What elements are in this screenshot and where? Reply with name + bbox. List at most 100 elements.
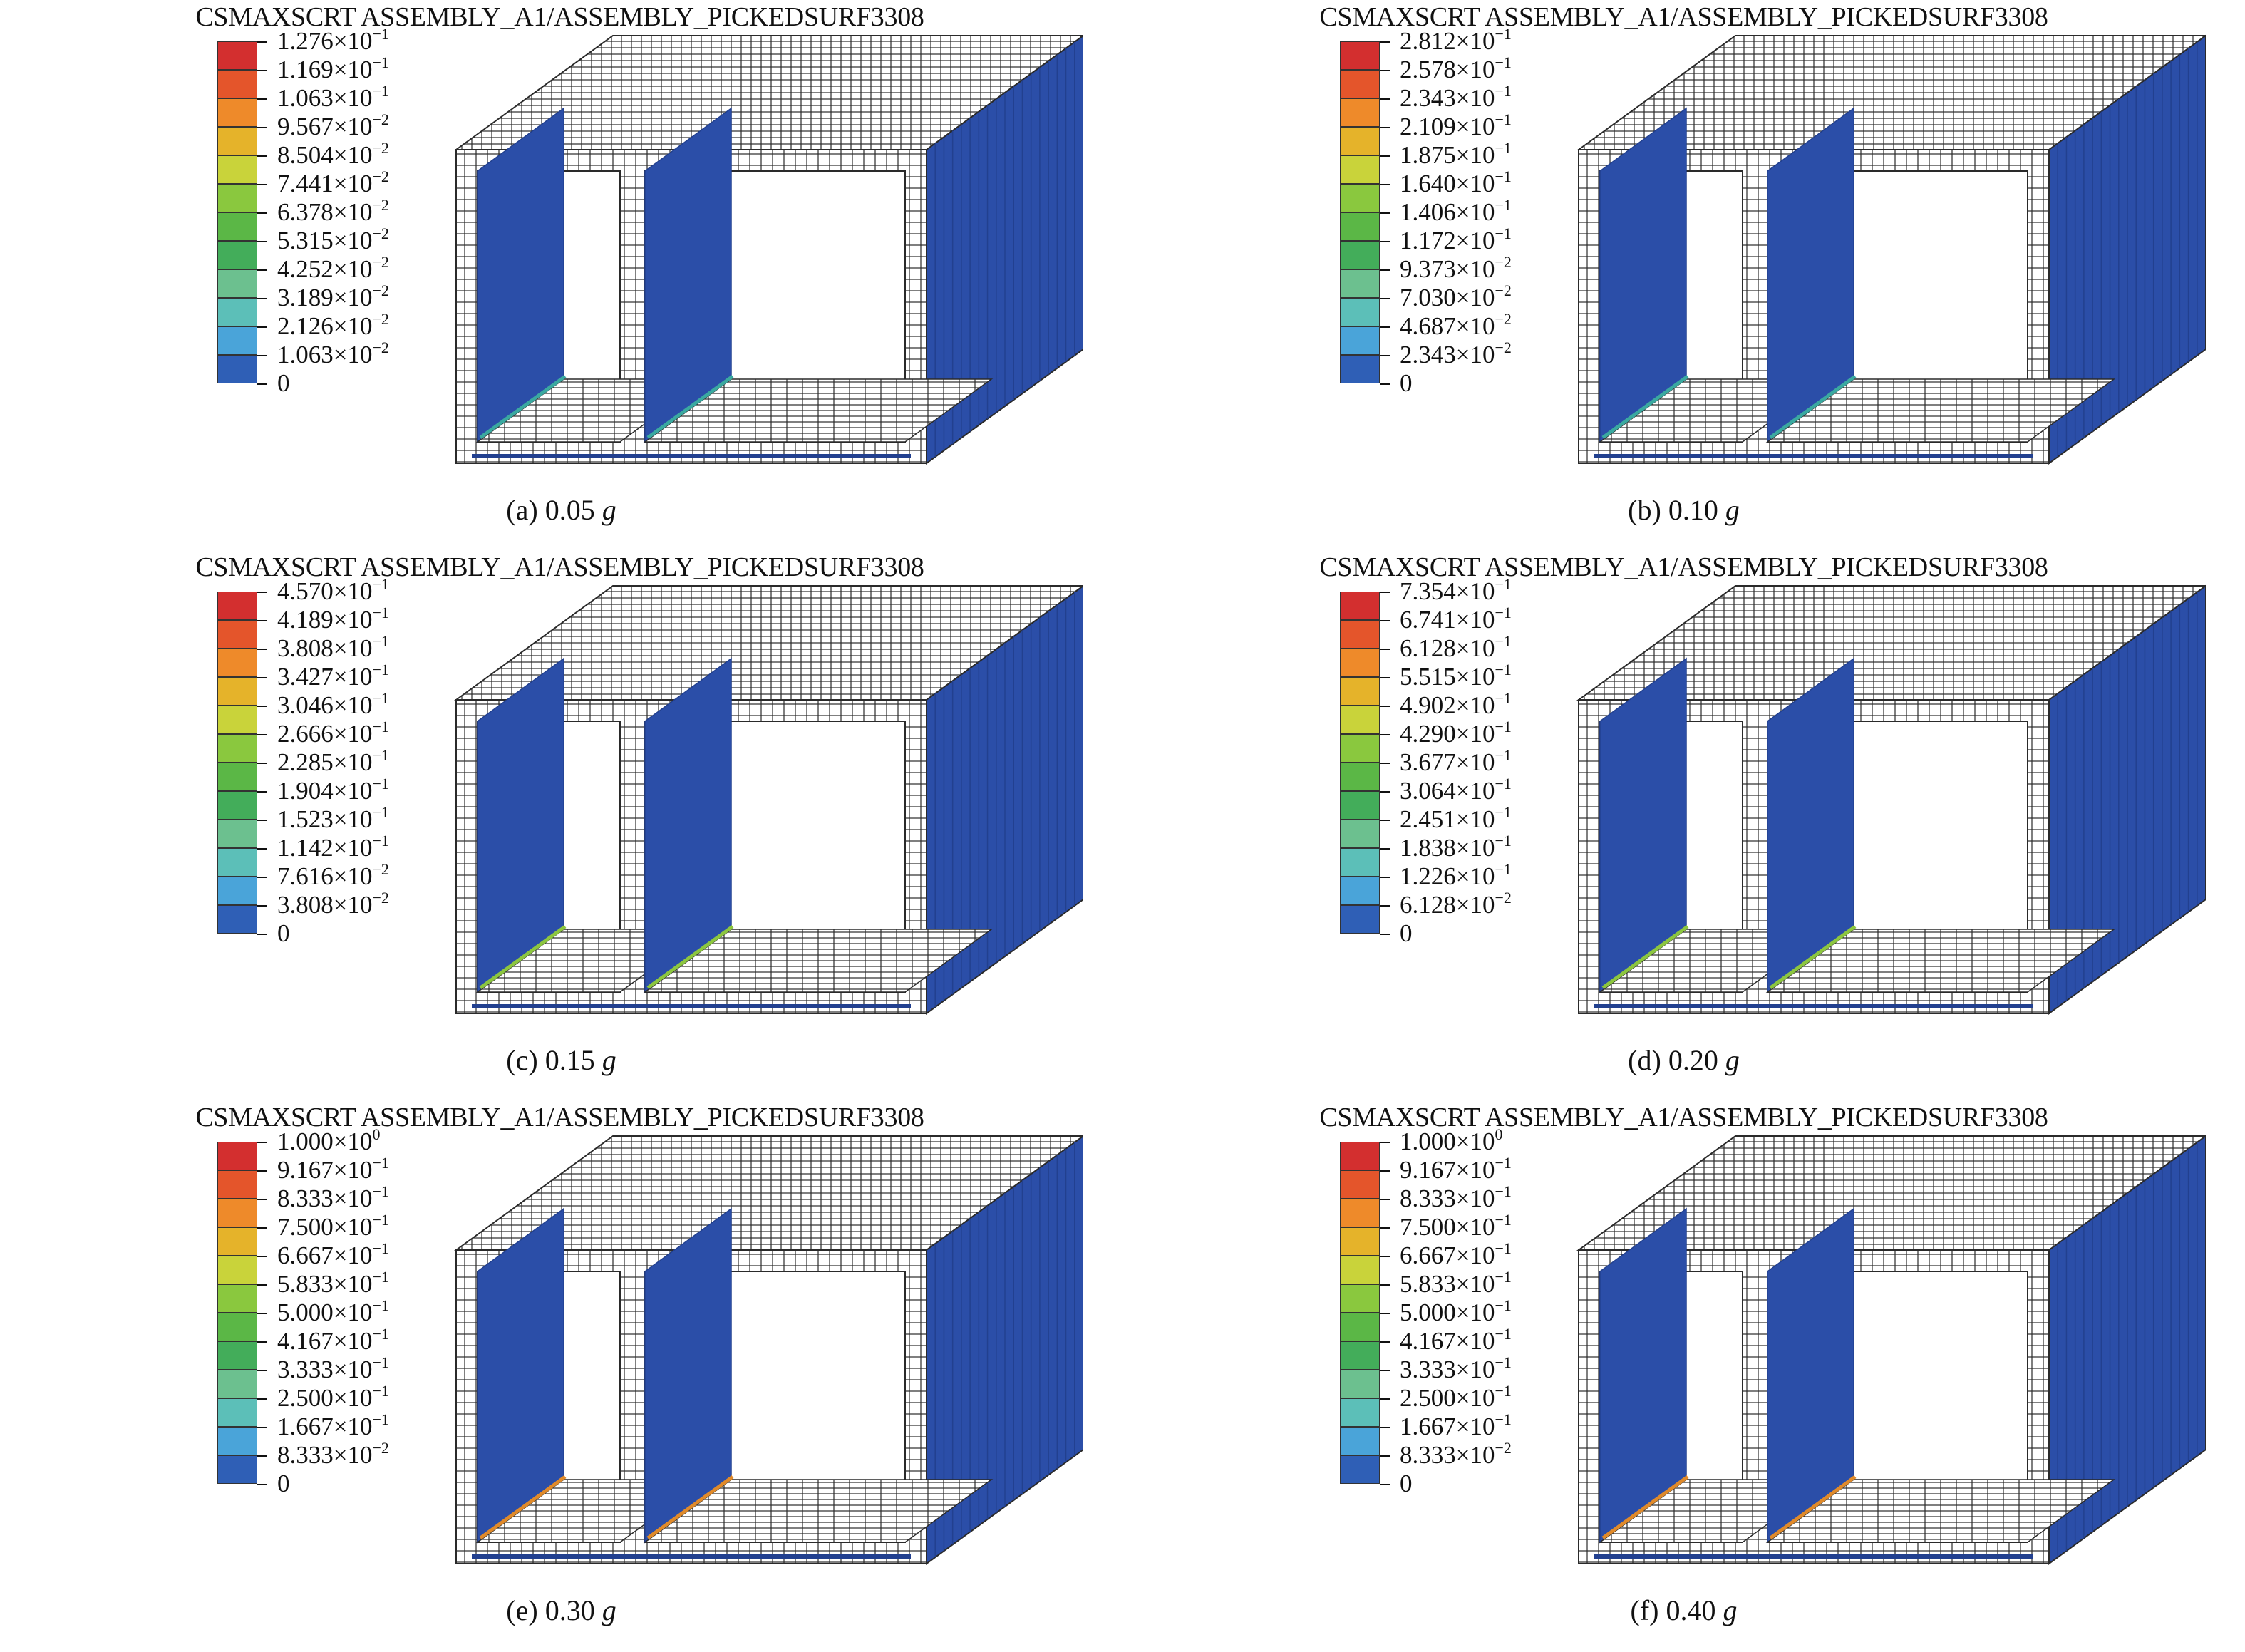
- legend-tick: [1380, 269, 1390, 271]
- legend-tick: [1380, 934, 1390, 935]
- legend-swatch: [217, 269, 257, 298]
- legend-label-exponent: −1: [1495, 1182, 1512, 1200]
- caption-prefix: (f) 0.40: [1630, 1594, 1716, 1626]
- legend-label-mantissa: 7.616×10: [277, 862, 373, 890]
- legend-tick: [1380, 763, 1390, 764]
- legend-tick: [257, 1398, 267, 1400]
- legend-swatch: [1340, 592, 1380, 620]
- caption-unit: g: [602, 494, 616, 526]
- legend-label-mantissa: 6.128×10: [1400, 891, 1495, 919]
- legend-label: 4.687×10−2: [1400, 311, 1512, 339]
- legend-swatch: [217, 791, 257, 820]
- right-crack-band: [1769, 924, 1857, 990]
- legend-swatch: [1340, 649, 1380, 677]
- left-crack-band: [479, 1475, 567, 1540]
- legend-label: 1.172×10−1: [1400, 226, 1512, 254]
- legend-swatch: [217, 212, 257, 241]
- legend-label-mantissa: 2.812×10: [1400, 27, 1495, 55]
- legend-label-exponent: −1: [372, 661, 389, 678]
- legend-label-mantissa: 9.167×10: [277, 1156, 373, 1184]
- legend-label-exponent: −2: [1495, 282, 1512, 299]
- legend-label-exponent: −1: [372, 832, 389, 850]
- legend-swatch: [1340, 1256, 1380, 1284]
- legend-swatch: [1340, 677, 1380, 706]
- legend-swatch: [217, 763, 257, 791]
- legend-tick: [257, 820, 267, 821]
- legend-label: 0: [277, 1471, 290, 1497]
- legend-tick: [1380, 649, 1390, 650]
- legend-label-exponent: −2: [1495, 1439, 1512, 1457]
- legend-label: 1.904×10−1: [277, 776, 389, 805]
- legend-label-mantissa: 4.167×10: [277, 1327, 373, 1355]
- legend-swatch: [1340, 706, 1380, 734]
- legend-swatch: [217, 70, 257, 98]
- legend-tick: [257, 734, 267, 735]
- legend-label-exponent: −1: [372, 1353, 389, 1371]
- panel-b: CSMAXSCRT ASSEMBLY_A1/ASSEMBLY_PICKEDSUR…: [1122, 0, 2245, 550]
- legend-label-exponent: −1: [1495, 803, 1512, 821]
- legend-label: 5.315×10−2: [277, 226, 389, 254]
- legend-label-mantissa: 6.741×10: [1400, 606, 1495, 634]
- legend-swatch: [1340, 820, 1380, 848]
- legend-tick: [1380, 877, 1390, 878]
- legend-label-exponent: −1: [1495, 1239, 1512, 1257]
- legend-swatch: [217, 1398, 257, 1427]
- legend-tick: [257, 848, 267, 850]
- legend-label-mantissa: 1.226×10: [1400, 862, 1495, 890]
- legend-tick: [257, 355, 267, 356]
- legend-swatch: [1340, 763, 1380, 791]
- legend-label-exponent: −1: [372, 746, 389, 764]
- legend-label-exponent: −1: [1495, 832, 1512, 850]
- legend-label: 5.000×10−1: [1400, 1298, 1512, 1326]
- legend-label: 3.333×10−1: [277, 1355, 389, 1383]
- legend-label-mantissa: 4.902×10: [1400, 691, 1495, 719]
- legend-tick: [1380, 1256, 1390, 1257]
- legend-label-exponent: −1: [1495, 860, 1512, 878]
- legend-label-exponent: −1: [372, 632, 389, 650]
- legend-label: 3.333×10−1: [1400, 1355, 1512, 1383]
- legend-label-exponent: −1: [372, 1410, 389, 1428]
- legend-label-mantissa: 6.667×10: [277, 1241, 373, 1269]
- legend-swatch: [217, 620, 257, 649]
- legend-swatch: [217, 155, 257, 184]
- legend-label-mantissa: 7.354×10: [1400, 577, 1495, 605]
- legend-tick: [257, 326, 267, 328]
- legend-label: 0: [1400, 921, 1413, 946]
- caption-prefix: (e) 0.30: [506, 1594, 595, 1626]
- legend-swatch: [217, 1313, 257, 1341]
- legend-label: 9.567×10−2: [277, 112, 389, 140]
- legend-swatch: [1340, 791, 1380, 820]
- legend-label: 1.523×10−1: [277, 805, 389, 832]
- tunnel-model: [1576, 584, 2206, 1015]
- legend-label: 1.169×10−1: [277, 55, 389, 83]
- legend-label-mantissa: 2.109×10: [1400, 113, 1495, 140]
- legend-tick: [257, 383, 267, 385]
- legend-label-exponent: −2: [372, 139, 389, 157]
- legend-label: 2.812×10−1: [1400, 26, 1512, 55]
- caption-unit: g: [602, 1044, 616, 1076]
- legend-label: 1.063×10−1: [277, 83, 389, 111]
- legend-swatch: [1340, 298, 1380, 326]
- legend-label-mantissa: 3.046×10: [277, 691, 373, 719]
- legend-tick: [1380, 1313, 1390, 1314]
- tunnel-model: [453, 1135, 1083, 1565]
- legend-swatch: [1340, 155, 1380, 184]
- legend-label-mantissa: 5.833×10: [1400, 1270, 1495, 1298]
- legend-label: 1.063×10−2: [277, 340, 389, 368]
- legend-tick: [257, 763, 267, 764]
- legend-swatch: [1340, 734, 1380, 763]
- legend-label: 1.667×10−1: [1400, 1412, 1512, 1440]
- legend-label-mantissa: 2.343×10: [1400, 84, 1495, 112]
- legend-tick: [1380, 620, 1390, 621]
- legend-label-mantissa: 0: [1400, 1470, 1413, 1497]
- legend-label-exponent: −1: [372, 1211, 389, 1229]
- legend-swatch: [1340, 905, 1380, 934]
- legend-label-mantissa: 1.904×10: [277, 777, 373, 805]
- legend-label-exponent: −1: [1495, 1154, 1512, 1172]
- legend-swatch: [217, 184, 257, 212]
- legend-swatch: [1340, 620, 1380, 649]
- legend-label: 2.126×10−2: [277, 311, 389, 339]
- legend-label-exponent: −1: [372, 718, 389, 735]
- legend-label: 6.667×10−1: [277, 1241, 389, 1269]
- legend-label-exponent: −1: [372, 1154, 389, 1172]
